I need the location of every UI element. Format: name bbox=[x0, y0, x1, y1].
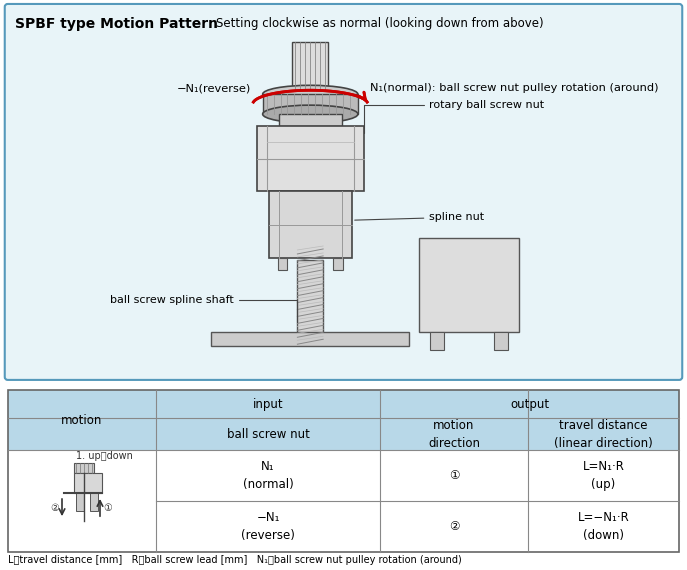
Bar bbox=[8, 450, 679, 552]
Bar bbox=[297, 260, 323, 344]
Ellipse shape bbox=[262, 86, 358, 103]
Bar bbox=[74, 473, 102, 493]
Bar bbox=[494, 332, 508, 350]
FancyBboxPatch shape bbox=[5, 4, 682, 380]
Text: L=−N₁·R
(down): L=−N₁·R (down) bbox=[578, 511, 629, 542]
Bar bbox=[8, 390, 156, 450]
Text: −N₁(reverse): −N₁(reverse) bbox=[177, 83, 251, 93]
Text: N₁(normal): ball screw nut pulley rotation (around): N₁(normal): ball screw nut pulley rotati… bbox=[370, 83, 658, 93]
Text: travel distance
(linear direction): travel distance (linear direction) bbox=[554, 418, 653, 450]
Text: ②: ② bbox=[50, 503, 59, 513]
Bar bbox=[8, 390, 679, 552]
Bar bbox=[90, 493, 98, 511]
Text: motion
direction: motion direction bbox=[428, 418, 480, 450]
Bar bbox=[278, 258, 287, 270]
Text: N₁
(normal): N₁ (normal) bbox=[243, 460, 293, 491]
Bar bbox=[74, 463, 94, 473]
Text: output: output bbox=[510, 398, 549, 410]
Bar bbox=[262, 94, 358, 114]
Ellipse shape bbox=[262, 105, 358, 123]
Text: spline nut: spline nut bbox=[354, 212, 484, 222]
Text: Setting clockwise as normal (looking down from above): Setting clockwise as normal (looking dow… bbox=[216, 17, 543, 30]
Text: ball screw spline shaft: ball screw spline shaft bbox=[110, 295, 297, 321]
Text: 1. up・down: 1. up・down bbox=[76, 451, 133, 461]
Text: L：travel distance [mm]   R：ball screw lead [mm]   N₁：ball screw nut pulley rotat: L：travel distance [mm] R：ball screw lead… bbox=[8, 555, 462, 565]
Bar bbox=[257, 126, 364, 192]
Bar bbox=[8, 418, 679, 450]
Bar bbox=[269, 192, 352, 258]
Bar bbox=[419, 238, 519, 332]
Text: SPBF type Motion Pattern: SPBF type Motion Pattern bbox=[14, 17, 218, 31]
Bar bbox=[380, 390, 679, 418]
Text: input: input bbox=[253, 398, 283, 410]
Text: ①: ① bbox=[449, 469, 459, 482]
Bar bbox=[333, 258, 343, 270]
Bar bbox=[293, 42, 328, 89]
Text: −N₁
(reverse): −N₁ (reverse) bbox=[241, 511, 295, 542]
Text: ②: ② bbox=[449, 520, 459, 533]
Bar bbox=[76, 493, 84, 511]
Text: rotary ball screw nut: rotary ball screw nut bbox=[364, 100, 544, 133]
Text: motion: motion bbox=[61, 414, 102, 427]
Bar bbox=[156, 390, 380, 418]
Bar bbox=[278, 114, 342, 126]
Text: L=N₁·R
(up): L=N₁·R (up) bbox=[583, 460, 624, 491]
Text: ①: ① bbox=[103, 503, 112, 513]
Bar bbox=[430, 332, 444, 350]
Bar bbox=[211, 332, 409, 346]
Text: ball screw nut: ball screw nut bbox=[227, 428, 309, 441]
